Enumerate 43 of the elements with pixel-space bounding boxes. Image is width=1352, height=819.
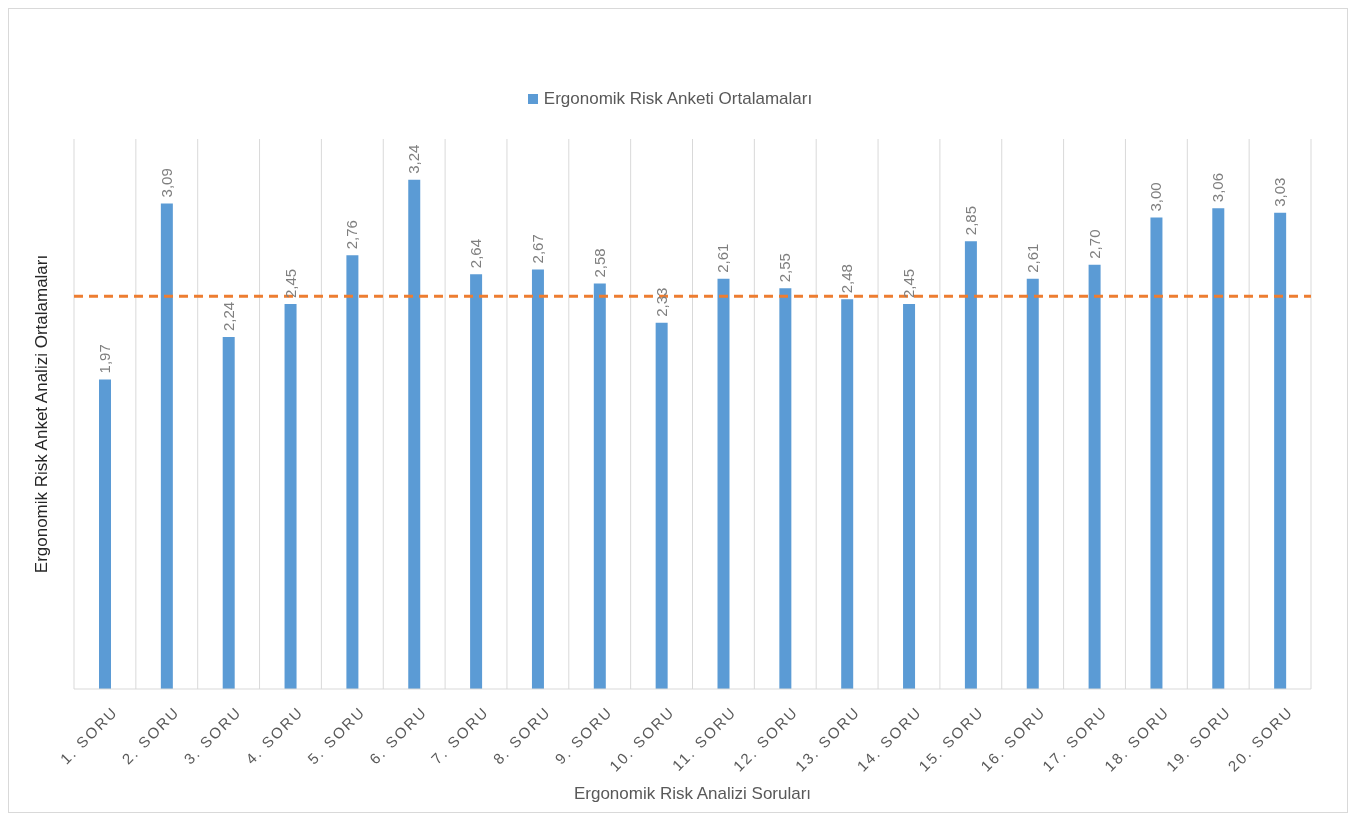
bar bbox=[160, 203, 173, 689]
data-label: 3,09 bbox=[157, 168, 175, 198]
y-axis-title: Ergonomik Risk Anket Analizi Ortalamaları bbox=[32, 254, 52, 574]
data-label: 2,76 bbox=[343, 220, 361, 250]
data-label: 2,55 bbox=[776, 253, 794, 283]
legend-label: Ergonomik Risk Anketi Ortalamaları bbox=[542, 89, 813, 109]
data-label: 2,45 bbox=[281, 268, 299, 298]
data-label: 2,64 bbox=[467, 238, 485, 269]
data-label: 2,61 bbox=[1023, 243, 1041, 273]
bar bbox=[99, 379, 111, 689]
data-label: 1,97 bbox=[96, 344, 113, 374]
data-label: 3,24 bbox=[405, 144, 423, 174]
data-label: 2,33 bbox=[652, 287, 670, 317]
bar bbox=[841, 299, 854, 689]
bar bbox=[222, 337, 235, 689]
bar bbox=[1150, 217, 1163, 689]
bar bbox=[1212, 208, 1225, 689]
data-label: 2,70 bbox=[1085, 229, 1103, 259]
data-label: 2,58 bbox=[590, 248, 608, 278]
bar bbox=[470, 274, 483, 689]
bar bbox=[531, 269, 544, 689]
data-label: 2,85 bbox=[961, 205, 979, 236]
data-label: 3,03 bbox=[1271, 177, 1289, 207]
bar bbox=[1274, 212, 1287, 689]
data-label: 2,48 bbox=[838, 264, 856, 294]
data-label: 2,24 bbox=[219, 301, 237, 331]
data-label: 2,61 bbox=[714, 243, 732, 273]
data-label: 3,00 bbox=[1147, 182, 1165, 212]
bar bbox=[717, 278, 730, 689]
bar bbox=[779, 288, 792, 689]
bar bbox=[593, 283, 606, 689]
bar bbox=[408, 179, 421, 689]
bar bbox=[655, 322, 668, 689]
data-label: 2,67 bbox=[528, 234, 546, 264]
bar bbox=[1026, 278, 1039, 689]
bar bbox=[284, 304, 297, 689]
data-label: 2,45 bbox=[900, 268, 918, 298]
bar bbox=[964, 241, 977, 689]
bar bbox=[903, 304, 916, 689]
bar bbox=[1088, 264, 1101, 689]
x-axis-title: Ergonomik Risk Analizi Soruları bbox=[573, 784, 812, 803]
data-label: 3,06 bbox=[1209, 172, 1227, 203]
bar bbox=[346, 255, 359, 689]
